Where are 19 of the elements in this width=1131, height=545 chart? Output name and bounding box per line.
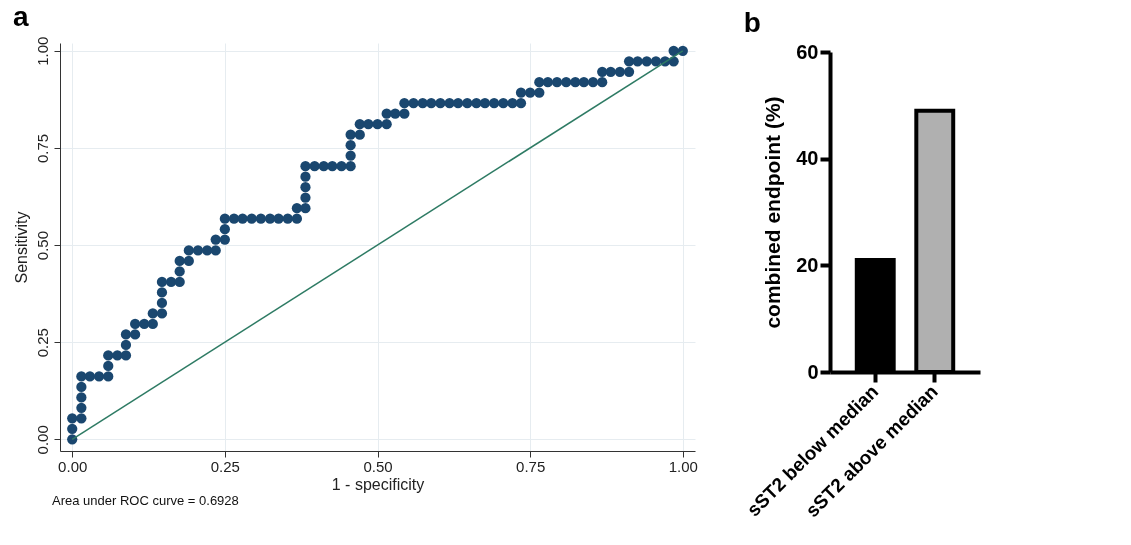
- chart-title: a: [13, 1, 29, 33]
- x-axis-title: 1 - specificity: [331, 475, 425, 493]
- y-tick-label: 1.00: [33, 36, 51, 66]
- y-tick-label: 40: [796, 147, 819, 170]
- text: Area under ROC curve = 0.6928: [52, 493, 239, 508]
- y-tick-label: 20: [796, 253, 819, 276]
- y-axis-title: Sensitivity: [12, 211, 30, 284]
- y-tick-label: 0.25: [33, 328, 51, 358]
- x-tick-label: 0.50: [363, 457, 393, 475]
- x-tick-label: 1.00: [668, 457, 698, 475]
- x-tick-label: 0.25: [210, 457, 240, 475]
- x-tick-label: 0.75: [516, 457, 546, 475]
- chart-title: b: [743, 7, 761, 38]
- y-tick-label: 60: [796, 40, 819, 63]
- y-axis-title: combined endpoint (%): [761, 96, 785, 329]
- y-tick-label: 0.50: [33, 230, 51, 261]
- y-tick-label: 0: [807, 360, 819, 383]
- y-tick-label: 0.75: [33, 133, 51, 164]
- x-tick-label: 0.00: [58, 457, 88, 475]
